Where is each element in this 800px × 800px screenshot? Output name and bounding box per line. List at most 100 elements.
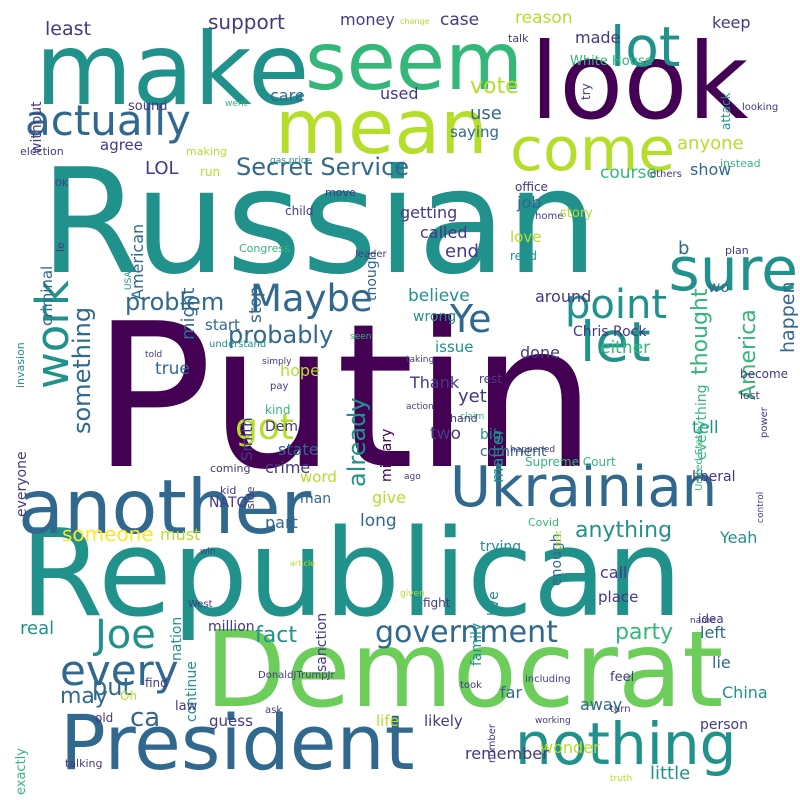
word-military: military [379,428,395,482]
word-ok: OK [55,179,68,189]
word-lie: lie [712,653,731,672]
word-donaldjtrumpjr: DonaldJTrumpJr [258,670,335,681]
word-action: action [406,402,434,412]
word-tell: tell [692,418,719,438]
word-anyone: anyone [677,133,744,154]
word-lot: lot [610,15,681,79]
word-america: America [736,308,761,400]
word-left: left [700,623,726,642]
word-sure: sure [668,235,798,305]
word-nation: nation [169,616,185,662]
word-show: show [690,160,732,179]
word-win: win [200,547,216,557]
word-trying: trying [480,539,522,555]
word-fact: fact [255,623,297,648]
word-must: must [160,525,201,544]
word-leader: leader [355,249,387,260]
word-united-state: United State [694,428,705,491]
word-remember: remember [465,744,549,763]
word-end: end [445,241,479,262]
word-ye: Ye [450,297,492,341]
word-president: President [60,698,415,787]
word-already: already [343,397,371,488]
word-lol: LOL [145,158,179,179]
word-let: let [580,310,651,374]
word-working: working [535,716,571,726]
word-story: story [560,206,593,221]
word-child: child [285,204,314,218]
word-taking: taking [406,355,435,365]
word-feel: feel [610,670,635,685]
word-sound: sound [128,99,168,114]
word-rest: rest [479,372,503,386]
word-nothing: nothing [515,710,737,778]
word-nato: NATO [209,495,248,511]
word-big: big [480,427,502,443]
word-person: person [700,717,748,733]
word-mean: mean [275,83,488,171]
word-maybe: Maybe [250,277,373,320]
word-look: look [530,21,749,143]
word-understand: understand [209,339,267,350]
word-invasion: invasion [14,342,27,389]
word-ago: ago [404,472,421,482]
word-course: course [600,163,657,183]
word-man: man [300,491,332,507]
word-oh: Oh [120,689,138,703]
word-case: case [440,10,480,30]
word-dem: Dem [265,419,299,435]
word-name: name [690,616,716,626]
word-side: side [244,486,257,510]
word-coming: coming [210,462,251,475]
word-love: love [510,228,542,246]
word-supreme-court: Supreme Court [525,455,616,469]
word-fight: fight [423,596,451,610]
word-lost: lost [740,389,760,402]
word-long: long [360,511,397,531]
word-plan: plan [725,244,749,257]
word-place: place [598,588,639,606]
word-idea: idea [698,612,724,626]
word-covid: Covid [528,516,559,529]
word-ukrainian: Ukrainian [450,455,718,520]
word-keep: keep [712,13,751,32]
word-ca: ca [130,703,161,733]
word-given: given [400,589,425,599]
word-kind: kind [265,403,291,417]
word-talk: talk [508,32,529,45]
word-kid: kid [220,484,237,497]
word-wo: wo [708,278,730,296]
word-use: use [470,103,502,124]
word-criminal: criminal [38,265,56,326]
word-around: around [535,287,592,306]
word-stop: stop [246,286,266,324]
word-making: making [186,145,227,158]
word-others: others [650,169,682,180]
word-happened: happened [510,445,556,455]
word-care: care [270,86,305,105]
word-everyone: everyone [14,450,30,517]
word-democrat: Democrat [205,609,724,731]
word-state: state [278,440,319,459]
word-pay: pay [270,381,289,392]
word-reason: reason [515,8,573,28]
word-le: le [54,242,67,253]
word-hope: hope [280,361,320,380]
word-attack: attack [719,91,733,130]
word-secret-service: Secret Service [236,153,410,181]
word-truth: truth [610,774,633,784]
word-crime: crime [265,458,311,477]
word-saying: saying [450,123,500,141]
word-put: put [92,673,132,701]
word-money: money [340,10,395,29]
word-chris-rock: Chris Rock [573,324,647,340]
word-call: call [600,563,628,582]
word-far: far [500,683,523,702]
word-probably: probably [228,321,334,349]
word-china: China [722,683,768,702]
word-job: job [517,193,542,212]
word-make: make [35,11,310,128]
word-article: article [290,559,316,568]
word-getting: getting [400,203,458,222]
